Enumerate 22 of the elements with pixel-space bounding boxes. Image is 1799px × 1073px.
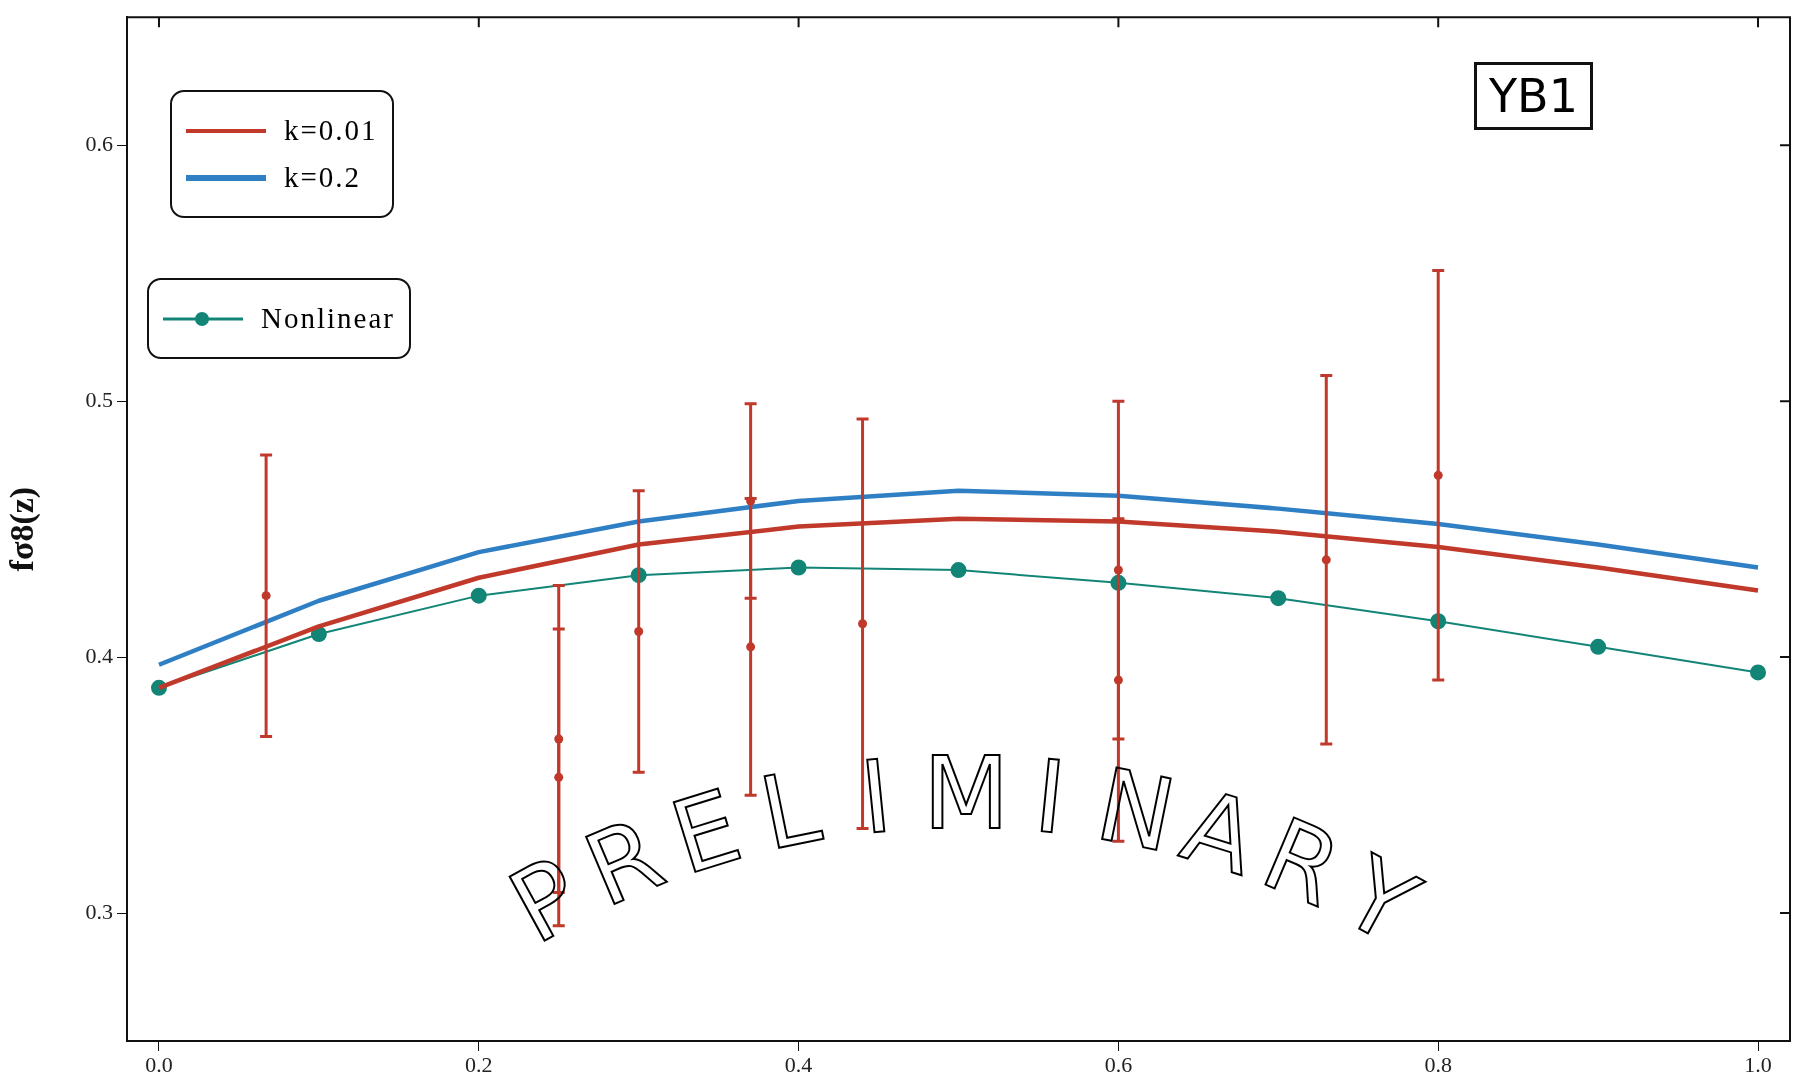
legend-label: Nonlinear <box>261 302 395 335</box>
y-tick-label: 0.5 <box>85 386 113 412</box>
point <box>1590 638 1607 655</box>
point <box>470 587 487 604</box>
legend-label: k=0.2 <box>284 161 362 194</box>
x-tick-label: 0.0 <box>145 1051 173 1073</box>
point <box>1270 590 1287 607</box>
x-tick-label: 0.2 <box>465 1051 493 1073</box>
text: PRELIMINARY <box>491 735 1435 966</box>
annotation: YB1 <box>1474 62 1593 130</box>
point <box>1750 664 1767 681</box>
point <box>950 562 967 579</box>
y-axis-title: fσ8(z) <box>3 486 42 572</box>
point <box>790 559 807 576</box>
x-tick-label: 1.0 <box>1744 1051 1772 1073</box>
x-tick-label: 0.6 <box>1104 1051 1133 1073</box>
x-tick-label: 0.8 <box>1424 1051 1452 1073</box>
y-tick-label: 0.4 <box>85 642 113 668</box>
y-tick-label: 0.6 <box>85 130 113 156</box>
x-tick-label: 0.4 <box>784 1051 813 1073</box>
y-tick-label: 0.3 <box>85 898 113 924</box>
legend-label: k=0.01 <box>284 114 378 147</box>
